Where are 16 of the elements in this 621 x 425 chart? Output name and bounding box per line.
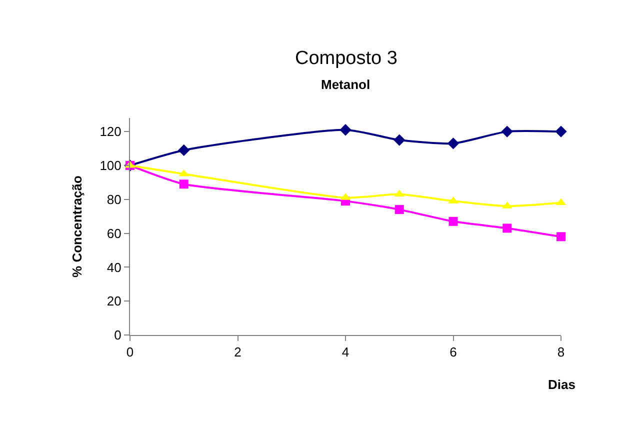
y-tick-label: 60 [106,226,122,241]
y-tick-label: 0 [114,328,122,343]
y-tick-label: 40 [106,260,122,275]
y-tick-label: 100 [100,158,122,174]
y-tick-label: 20 [106,294,122,309]
x-tick-label: 6 [450,344,457,360]
x-tick-label: 8 [557,344,565,360]
x-tick-label: 0 [126,344,134,360]
chart-subtitle: Metanol [321,77,370,92]
y-axis-title: % Concentração [70,176,85,278]
y-tick-label: 120 [100,124,122,140]
y-tick-label: 80 [106,192,122,207]
x-axis-title: Dias [548,377,576,392]
x-tick-label: 4 [342,344,350,360]
x-tick-label: 2 [234,344,242,360]
chart-title: Composto 3 [295,48,398,69]
